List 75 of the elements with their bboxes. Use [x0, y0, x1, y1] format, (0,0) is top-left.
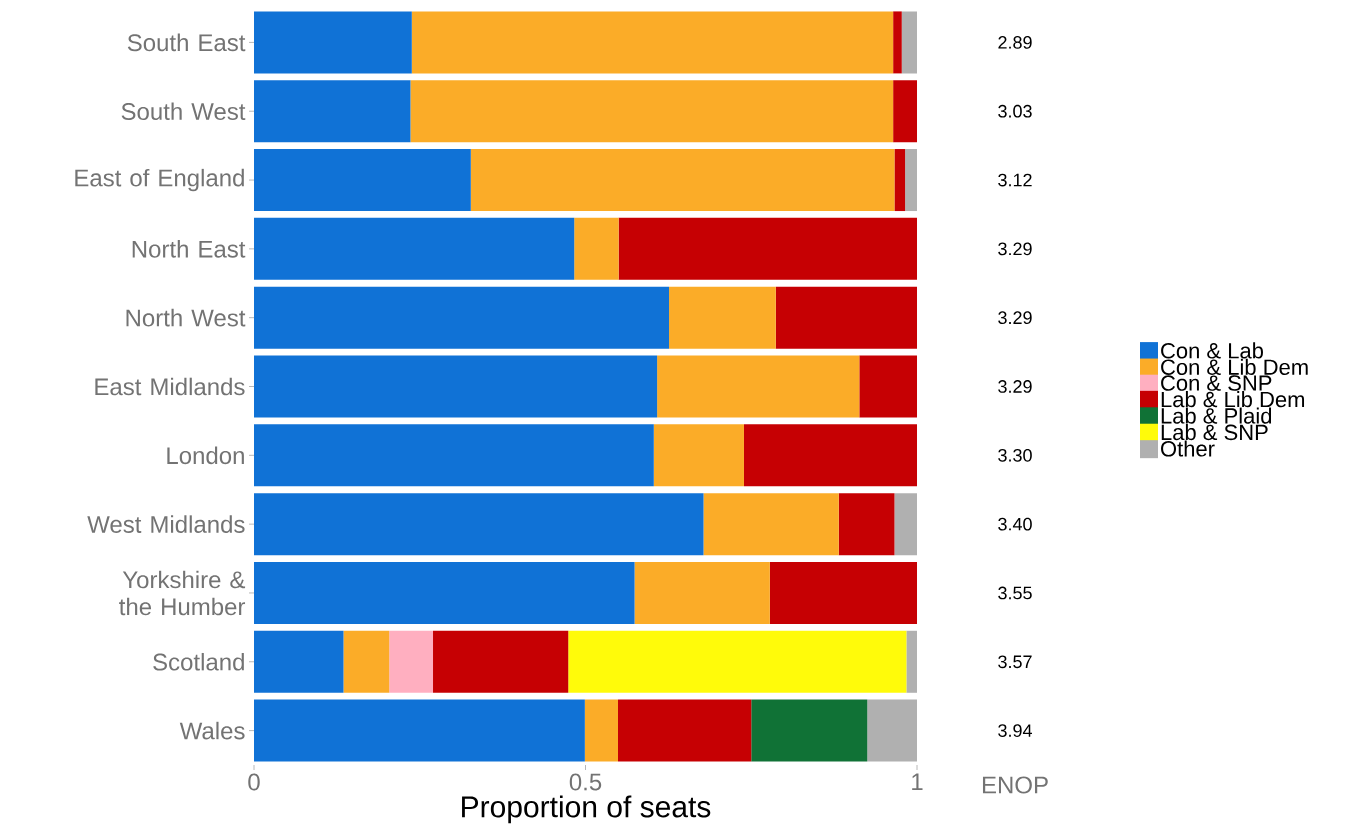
bar [743, 424, 918, 487]
legend-label: Other [1161, 440, 1215, 457]
bar [254, 149, 471, 212]
text: 3.30 [998, 448, 1032, 462]
bar [867, 699, 918, 762]
bar [254, 355, 658, 418]
legend-label: Lab & Plaid [1161, 407, 1272, 424]
bar [617, 699, 752, 762]
bar [859, 355, 918, 418]
x-axis-title: Proportion of seats [462, 795, 711, 824]
y-tick-label: East Midlands [95, 377, 245, 396]
bar [254, 699, 585, 762]
bar [769, 561, 918, 624]
legend-label: Con & SNP [1161, 375, 1272, 391]
bar [254, 11, 412, 74]
bar [389, 630, 434, 693]
bar [703, 493, 839, 556]
y-tick-label: South East [127, 33, 246, 52]
bar [653, 424, 744, 487]
bar [254, 561, 635, 624]
bar [751, 699, 868, 762]
bar [634, 561, 770, 624]
bar [254, 630, 344, 693]
text: 3.57 [998, 655, 1032, 669]
text: 3.03 [998, 104, 1032, 118]
bar [574, 217, 619, 280]
text: 3.29 [998, 380, 1032, 393]
bar [894, 493, 918, 556]
bar [893, 80, 918, 143]
bar [775, 286, 918, 349]
y-tick-label: East of England [75, 168, 244, 192]
y-tick-label: Yorkshire & the Humber [119, 570, 246, 616]
y-tick-label: West Midlands [87, 515, 245, 533]
text: ENOP [982, 776, 1048, 794]
bar [901, 11, 918, 74]
bar [893, 11, 902, 74]
bar [657, 355, 860, 418]
text: 3.40 [998, 517, 1032, 531]
text: 3.94 [998, 724, 1032, 737]
y-tick-label: North West [126, 308, 246, 327]
bar [894, 149, 906, 212]
text: 3.55 [998, 586, 1032, 600]
x-tick-label: 0 [248, 773, 260, 791]
legend-label: Lab & SNP [1161, 424, 1268, 441]
legend-label: Con & Lib Dem [1161, 358, 1308, 375]
bar [254, 424, 654, 487]
bar [433, 630, 569, 693]
bar [470, 149, 895, 212]
y-tick-label: London [167, 446, 244, 465]
bar [906, 630, 918, 693]
x-tick-label: 1 [912, 773, 923, 791]
y-tick-label: Wales [179, 721, 245, 740]
y-tick-label: South West [121, 102, 246, 121]
bar [905, 149, 918, 212]
bar [669, 286, 776, 349]
bar [254, 493, 704, 556]
bar [838, 493, 895, 556]
bar [410, 80, 894, 143]
text: 2.89 [998, 36, 1032, 49]
bar [254, 217, 575, 280]
bar [254, 286, 670, 349]
text: 3.29 [998, 311, 1032, 325]
legend-label: Con & Lab [1161, 342, 1263, 359]
bar [254, 80, 411, 143]
bar [584, 699, 618, 762]
bar [411, 11, 894, 74]
y-tick-label: Scotland [153, 652, 244, 671]
bar [343, 630, 390, 693]
bar [618, 217, 918, 280]
legend-label: Lab & Lib Dem [1161, 391, 1305, 408]
y-tick-label: North East [132, 240, 246, 258]
text: 3.12 [998, 173, 1032, 187]
text: 3.29 [998, 242, 1032, 256]
x-tick-label: 0.5 [569, 773, 602, 791]
bar [568, 630, 907, 693]
